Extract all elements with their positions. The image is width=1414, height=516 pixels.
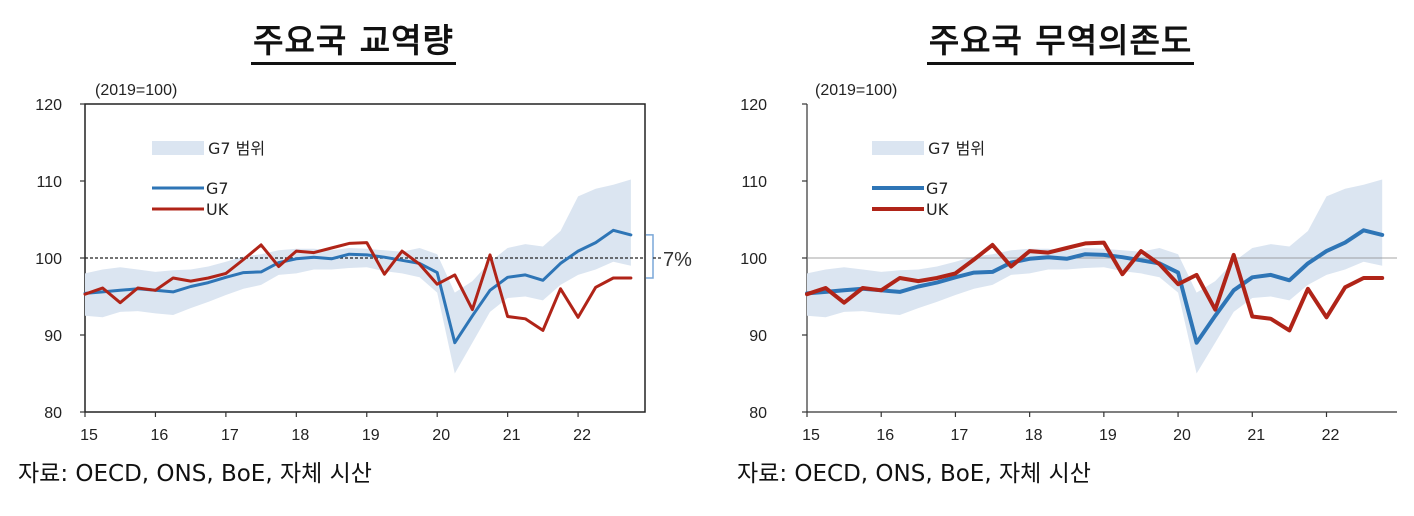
x-tick-label: 18: [1025, 427, 1043, 444]
uk-series-line: [83, 241, 633, 332]
x-tick-label: 16: [876, 427, 894, 444]
gap-annotation: 7%: [663, 249, 692, 271]
g7-series-line: [805, 228, 1385, 345]
x-tick-label: 17: [221, 427, 239, 444]
x-tick-label: 21: [503, 427, 521, 444]
gap-bracket: [646, 234, 654, 279]
trade-volume-chart: (2019=100) 80 90 100 110 120 15 16 17 18 19 20 21 22 G…: [35, 82, 692, 444]
y-tick-label: 90: [44, 328, 62, 345]
x-tick-label: 22: [573, 427, 591, 444]
unit-label: (2019=100): [815, 82, 897, 99]
legend-label: G7 범위: [928, 139, 985, 158]
x-tick-label: 16: [151, 427, 169, 444]
x-tick-label: 20: [1173, 427, 1191, 444]
chart-title: 주요국 교역량: [0, 14, 707, 65]
right-panel: 주요국 무역의존도 (2019=100) 80 90 100 110 120 15 16 17 1…: [707, 0, 1414, 516]
y-tick-label: 120: [740, 97, 767, 114]
legend-label: G7: [926, 179, 949, 198]
y-tick-label: 110: [36, 174, 62, 191]
trade-dependence-chart: (2019=100) 80 90 100 110 120 15 16 17 18 19 20 21 22 G…: [740, 82, 1397, 444]
x-tick-label: 20: [432, 427, 450, 444]
uk-series-line: [805, 240, 1385, 333]
y-tick-label: 90: [749, 328, 767, 345]
y-tick-label: 100: [740, 251, 767, 268]
x-tick-label: 18: [291, 427, 309, 444]
chart-title: 주요국 무역의존도: [707, 14, 1414, 65]
x-tick-label: 19: [1099, 427, 1117, 444]
legend-label: G7 범위: [208, 139, 265, 158]
legend-label: UK: [926, 200, 949, 219]
g7-series-line: [83, 228, 633, 345]
legend-swatch-band: [872, 141, 924, 155]
left-panel: 주요국 교역량 (2019=100) 80 90 100 110 120 15 16 17 18 1…: [0, 14, 707, 487]
legend-label: G7: [206, 179, 229, 198]
x-tick-label: 17: [951, 427, 969, 444]
source-note: 자료: OECD, ONS, BoE, 자체 시산: [737, 461, 1091, 487]
x-tick-label: 15: [80, 427, 98, 444]
y-tick-label: 100: [35, 251, 62, 268]
x-tick-label: 22: [1322, 427, 1340, 444]
x-tick-label: 21: [1247, 427, 1265, 444]
source-note: 자료: OECD, ONS, BoE, 자체 시산: [18, 461, 372, 487]
y-tick-label: 110: [741, 174, 767, 191]
legend-swatch-band: [152, 141, 204, 155]
x-tick-label: 15: [802, 427, 820, 444]
y-tick-label: 80: [44, 405, 62, 422]
x-tick-label: 19: [362, 427, 380, 444]
y-tick-label: 120: [35, 97, 62, 114]
unit-label: (2019=100): [95, 82, 177, 99]
legend-label: UK: [206, 200, 229, 219]
y-tick-label: 80: [749, 405, 767, 422]
